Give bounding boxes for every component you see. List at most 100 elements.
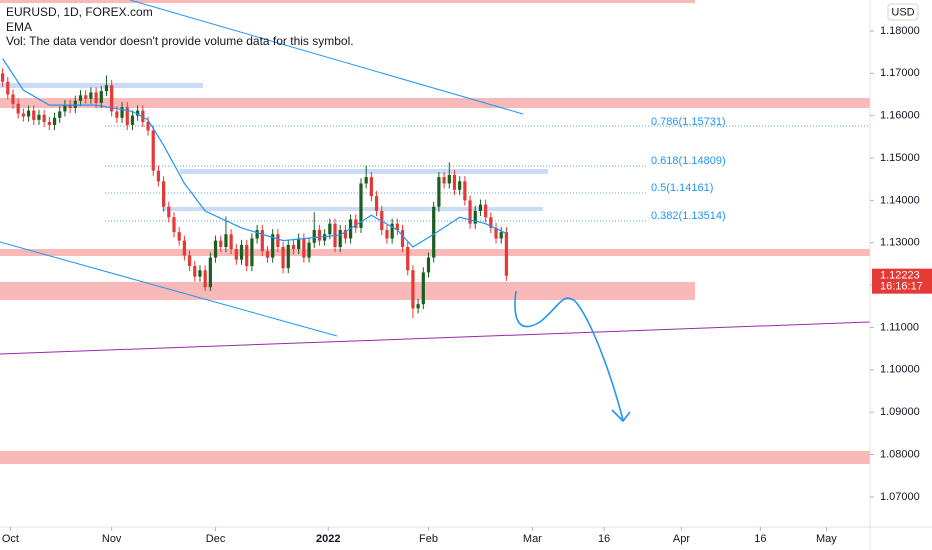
candle-body	[84, 95, 88, 99]
countdown-label: 16:16:17	[880, 281, 923, 293]
x-tick-label: Nov	[102, 533, 122, 545]
currency-label: USD	[891, 6, 914, 18]
candle-body	[328, 223, 332, 235]
candle-body	[468, 200, 472, 224]
candle-body	[6, 81, 10, 95]
candle-body	[385, 230, 389, 239]
projection-arrow	[514, 290, 631, 423]
trend-line	[129, 0, 524, 115]
candle-body	[369, 177, 373, 197]
candle-body	[52, 117, 57, 125]
candle-body	[494, 227, 498, 239]
trend-line	[0, 241, 338, 337]
candle-body	[499, 232, 503, 239]
candle-body	[208, 257, 212, 288]
candle-body	[198, 270, 202, 277]
candle-body	[302, 238, 306, 258]
candle-body	[16, 103, 20, 114]
trend-line	[0, 321, 871, 355]
candle-body	[400, 230, 405, 247]
candle-body	[250, 238, 254, 267]
zone	[0, 0, 695, 3]
candle-body	[478, 204, 483, 211]
candle-body	[42, 114, 46, 123]
fib-label: 0.786(1.15731)	[651, 116, 726, 128]
price-tag-label: 1.12223	[880, 270, 920, 282]
x-tick-label: May	[816, 533, 837, 545]
candle-body	[68, 105, 72, 109]
candle-body	[73, 100, 77, 109]
candle-body	[219, 240, 223, 247]
candle-body	[47, 122, 51, 125]
candle-body	[307, 242, 311, 258]
candle-body	[37, 114, 41, 120]
candle-body	[172, 217, 176, 233]
candle-body	[452, 174, 457, 190]
fib-label: 0.5(1.14161)	[651, 182, 713, 194]
candle-body	[177, 232, 181, 241]
x-tick-label: Oct	[2, 533, 19, 545]
candle-body	[63, 105, 67, 112]
candle-body	[167, 206, 171, 218]
fib-lines	[105, 125, 870, 222]
candle-body	[110, 85, 114, 112]
candle-body	[162, 181, 166, 207]
candle-body	[89, 92, 93, 99]
candle-body	[141, 110, 145, 123]
candle-body	[234, 249, 238, 260]
candle-body	[130, 115, 135, 125]
candle-body	[229, 234, 233, 250]
y-tick-label: 1.11000	[880, 321, 919, 333]
x-tick-label: Feb	[419, 533, 438, 545]
zone	[0, 98, 870, 108]
candle-body	[11, 94, 15, 104]
candle-body	[21, 113, 25, 117]
x-tick-label: Apr	[673, 533, 690, 545]
candle-body	[276, 234, 280, 247]
candle-body	[426, 257, 431, 273]
candle-body	[239, 244, 244, 260]
candle-body	[411, 270, 415, 309]
candle-body	[136, 110, 140, 116]
zone	[0, 451, 870, 464]
candle-body	[323, 234, 327, 241]
candle-body	[442, 177, 446, 184]
zone	[162, 207, 543, 211]
x-tick-label: Mar	[523, 533, 542, 545]
zone	[0, 83, 203, 88]
candle-body	[245, 244, 249, 267]
candle-body	[390, 223, 394, 239]
candle-body	[312, 230, 316, 243]
axes: 1.070001.080001.090001.100001.110001.120…	[2, 25, 932, 545]
ema-line	[2, 58, 507, 248]
candle-body	[421, 272, 425, 305]
candle-body	[489, 217, 493, 228]
zone	[180, 169, 548, 174]
y-tick-label: 1.09000	[880, 406, 920, 418]
price-tag	[872, 268, 932, 294]
candle-body	[291, 244, 296, 250]
candle-body	[193, 266, 197, 277]
candle-body	[416, 304, 420, 309]
candle-body	[125, 107, 129, 125]
candle-body	[58, 111, 62, 118]
currency-button[interactable]	[887, 3, 919, 21]
candle-body	[374, 196, 379, 211]
x-tick-label: 2022	[316, 533, 340, 545]
y-tick-label: 1.17000	[880, 67, 920, 79]
candle-body	[473, 210, 477, 224]
fib-label: 0.382(1.13514)	[651, 210, 726, 222]
candle-body	[187, 255, 192, 267]
candle-body	[447, 174, 451, 184]
candle-body	[343, 230, 348, 239]
candle-body	[26, 110, 31, 117]
candle-body	[151, 130, 155, 171]
x-tick-label: 16	[598, 533, 610, 545]
candle-body	[432, 206, 436, 258]
y-tick-label: 1.18000	[880, 25, 920, 37]
candle-body	[99, 91, 103, 103]
candle-body	[94, 92, 98, 103]
volume-note: Vol: The data vendor doesn't provide vol…	[6, 34, 354, 48]
plot	[0, 58, 509, 319]
y-tick-label: 1.15000	[880, 152, 920, 164]
